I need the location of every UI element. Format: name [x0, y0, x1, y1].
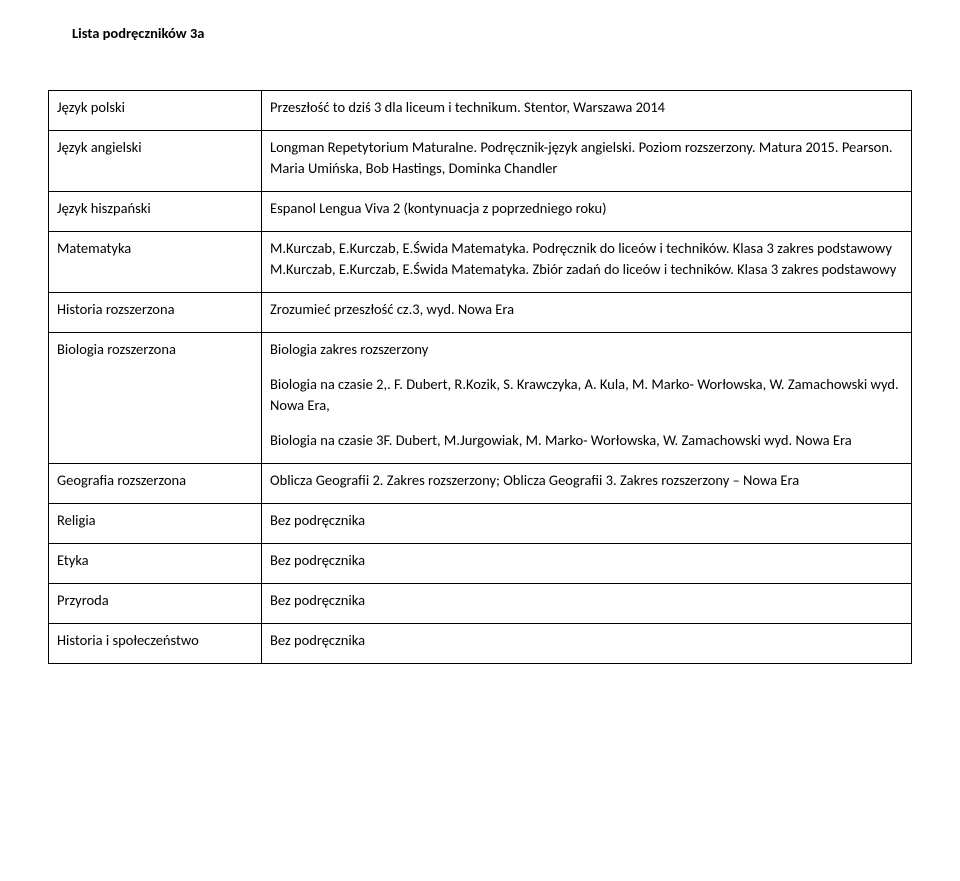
subject-cell: Geografia rozszerzona [49, 464, 262, 504]
content-cell: Longman Repetytorium Maturalne. Podręczn… [262, 131, 912, 192]
content-paragraph: Biologia zakres rozszerzony [270, 339, 903, 360]
subject-cell: Biologia rozszerzona [49, 333, 262, 464]
content-cell: Bez podręcznika [262, 584, 912, 624]
table-row: Religia Bez podręcznika [49, 504, 912, 544]
table-row: Historia i społeczeństwo Bez podręcznika [49, 624, 912, 664]
subject-cell: Język polski [49, 91, 262, 131]
textbook-table: Język polski Przeszłość to dziś 3 dla lic… [48, 90, 912, 664]
content-paragraph: Zrozumieć przeszłość cz.3, wyd. Nowa Era [270, 299, 903, 320]
content-paragraph: Longman Repetytorium Maturalne. Podręczn… [270, 137, 903, 179]
subject-cell: Historia i społeczeństwo [49, 624, 262, 664]
content-paragraph: Przeszłość to dziś 3 dla liceum i techni… [270, 97, 903, 118]
content-cell: M.Kurczab, E.Kurczab, E.Świda Matematyka… [262, 232, 912, 293]
content-paragraph: Bez podręcznika [270, 590, 903, 611]
subject-cell: Język angielski [49, 131, 262, 192]
content-line: M.Kurczab, E.Kurczab, E.Świda Matematyka… [270, 238, 903, 259]
content-paragraph: Biologia na czasie 3F. Dubert, M.Jurgowi… [270, 430, 903, 451]
content-cell: Przeszłość to dziś 3 dla liceum i techni… [262, 91, 912, 131]
table-row: Etyka Bez podręcznika [49, 544, 912, 584]
subject-cell: Przyroda [49, 584, 262, 624]
content-paragraph: Bez podręcznika [270, 630, 903, 651]
content-paragraph: Bez podręcznika [270, 510, 903, 531]
content-cell: Bez podręcznika [262, 544, 912, 584]
content-cell: Espanol Lengua Viva 2 (kontynuacja z pop… [262, 192, 912, 232]
content-paragraph: M.Kurczab, E.Kurczab, E.Świda Matematyka… [270, 238, 903, 280]
content-paragraph: Biologia na czasie 2,. F. Dubert, R.Kozi… [270, 374, 903, 416]
table-row: Język polski Przeszłość to dziś 3 dla lic… [49, 91, 912, 131]
content-paragraph: Espanol Lengua Viva 2 (kontynuacja z pop… [270, 198, 903, 219]
content-cell: Oblicza Geografii 2. Zakres rozszerzony;… [262, 464, 912, 504]
table-row: Historia rozszerzona Zrozumieć przeszłość… [49, 293, 912, 333]
table-row: Matematyka M.Kurczab, E.Kurczab, E.Świda … [49, 232, 912, 293]
subject-cell: Etyka [49, 544, 262, 584]
table-row: Język angielskiLongman Repetytorium Matu… [49, 131, 912, 192]
table-row: Język hiszpański Espanol Lengua Viva 2 (k… [49, 192, 912, 232]
subject-cell: Język hiszpański [49, 192, 262, 232]
subject-cell: Historia rozszerzona [49, 293, 262, 333]
content-line: M.Kurczab, E.Kurczab, E.Świda Matematyka… [270, 259, 903, 280]
content-paragraph: Oblicza Geografii 2. Zakres rozszerzony;… [270, 470, 903, 491]
content-paragraph: Bez podręcznika [270, 550, 903, 571]
content-cell: Zrozumieć przeszłość cz.3, wyd. Nowa Era [262, 293, 912, 333]
content-cell: Bez podręcznika [262, 624, 912, 664]
page: Lista podręczników 3a Język polski Przesz… [0, 0, 960, 881]
content-cell: Biologia zakres rozszerzony Biologia na c… [262, 333, 912, 464]
table-row: Biologia rozszerzonaBiologia zakres rozs… [49, 333, 912, 464]
table-row: Przyroda Bez podręcznika [49, 584, 912, 624]
table-row: Geografia rozszerzona Oblicza Geografii 2… [49, 464, 912, 504]
page-title: Lista podręczników 3a [72, 24, 912, 42]
subject-cell: Matematyka [49, 232, 262, 293]
content-cell: Bez podręcznika [262, 504, 912, 544]
subject-cell: Religia [49, 504, 262, 544]
